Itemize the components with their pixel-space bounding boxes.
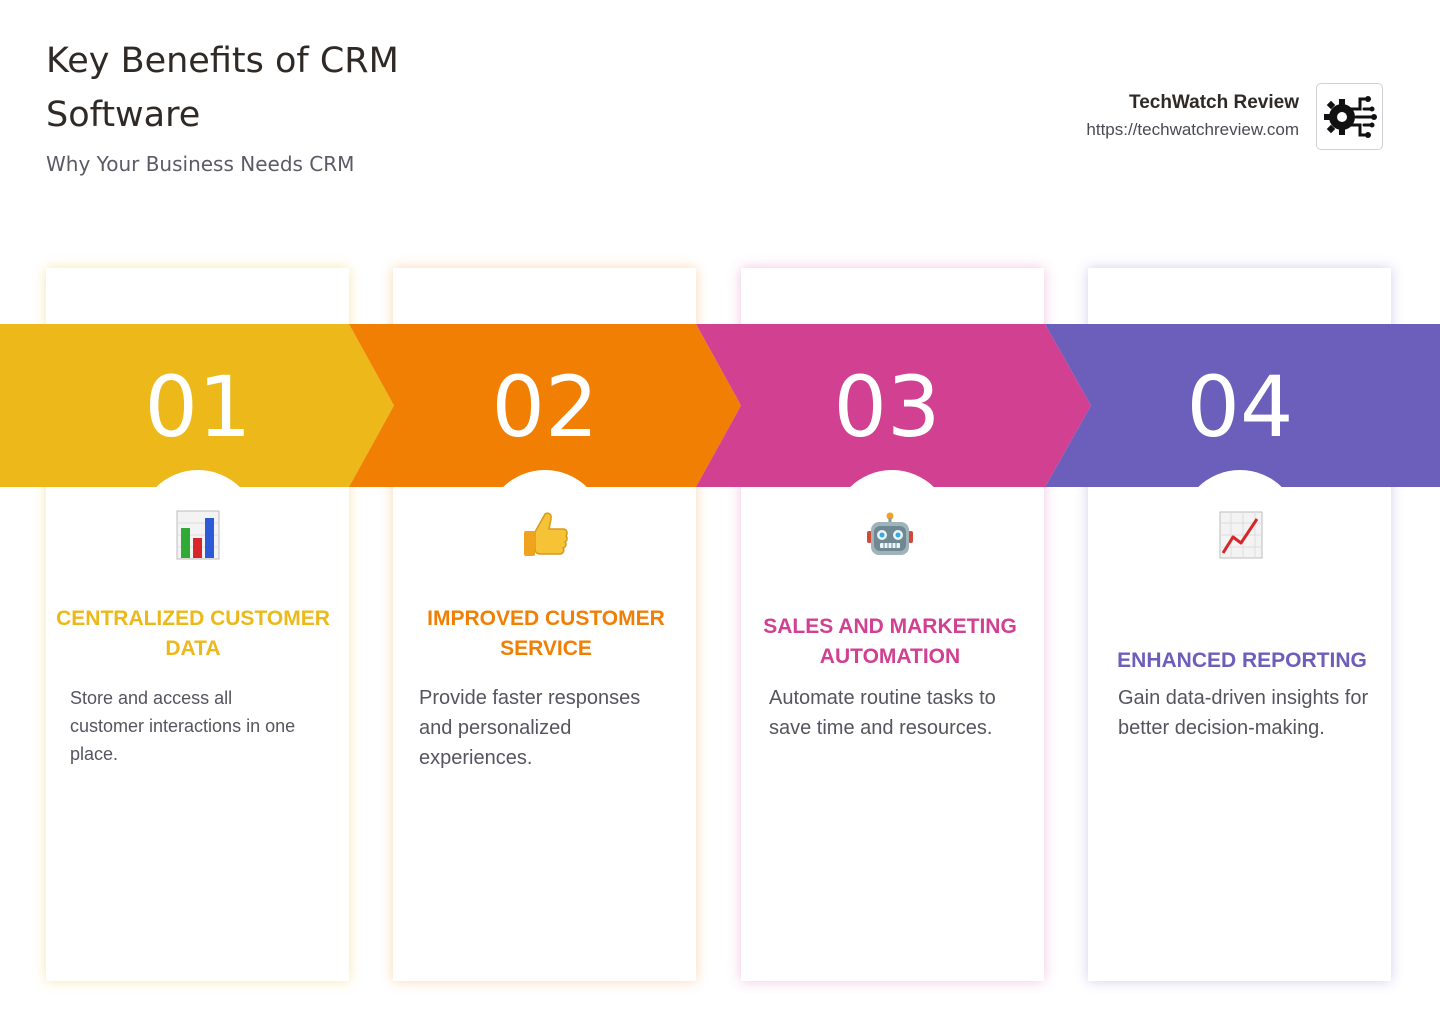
card-description-4: Gain data-driven insights for better dec… (1118, 687, 1369, 739)
page-subtitle: Why Your Business Needs CRM (46, 152, 355, 176)
card-title-1: CENTRALIZED CUSTOMER DATA (56, 607, 330, 660)
step-arrow-band: 01 02 03 04 (0, 324, 1440, 487)
robot-icon (860, 505, 920, 565)
brand-block: TechWatch Review https://techwatchreview… (1086, 90, 1299, 143)
step-number-2: 02 (492, 358, 599, 456)
step-arrow-1 (0, 324, 394, 487)
step-number-1: 01 (145, 358, 252, 456)
thumbs-up-icon (515, 505, 575, 565)
gear-circuit-icon (1316, 83, 1383, 150)
card-title-4: ENHANCED REPORTING (1117, 649, 1367, 672)
bar-chart-icon (168, 505, 228, 565)
card-description-3: Automate routine tasks to save time and … (769, 687, 996, 739)
trending-chart-icon (1211, 505, 1271, 565)
brand-name: TechWatch Review (1129, 92, 1299, 113)
brand-url[interactable]: https://techwatchreview.com (1086, 120, 1299, 139)
card-description-1: Store and access all customer interactio… (70, 688, 296, 764)
card-title-2: IMPROVED CUSTOMER SERVICE (427, 607, 665, 660)
card-description-2: Provide faster responses and personalize… (419, 687, 641, 769)
step-arrow-3 (696, 324, 1091, 487)
step-number-3: 03 (834, 358, 941, 456)
card-title-3: SALES AND MARKETING AUTOMATION (763, 615, 1017, 668)
step-arrow-4 (1045, 324, 1440, 487)
page-title: Key Benefits of CRM Software (46, 41, 399, 135)
step-number-4: 04 (1187, 358, 1294, 456)
step-arrow-2 (349, 324, 741, 487)
